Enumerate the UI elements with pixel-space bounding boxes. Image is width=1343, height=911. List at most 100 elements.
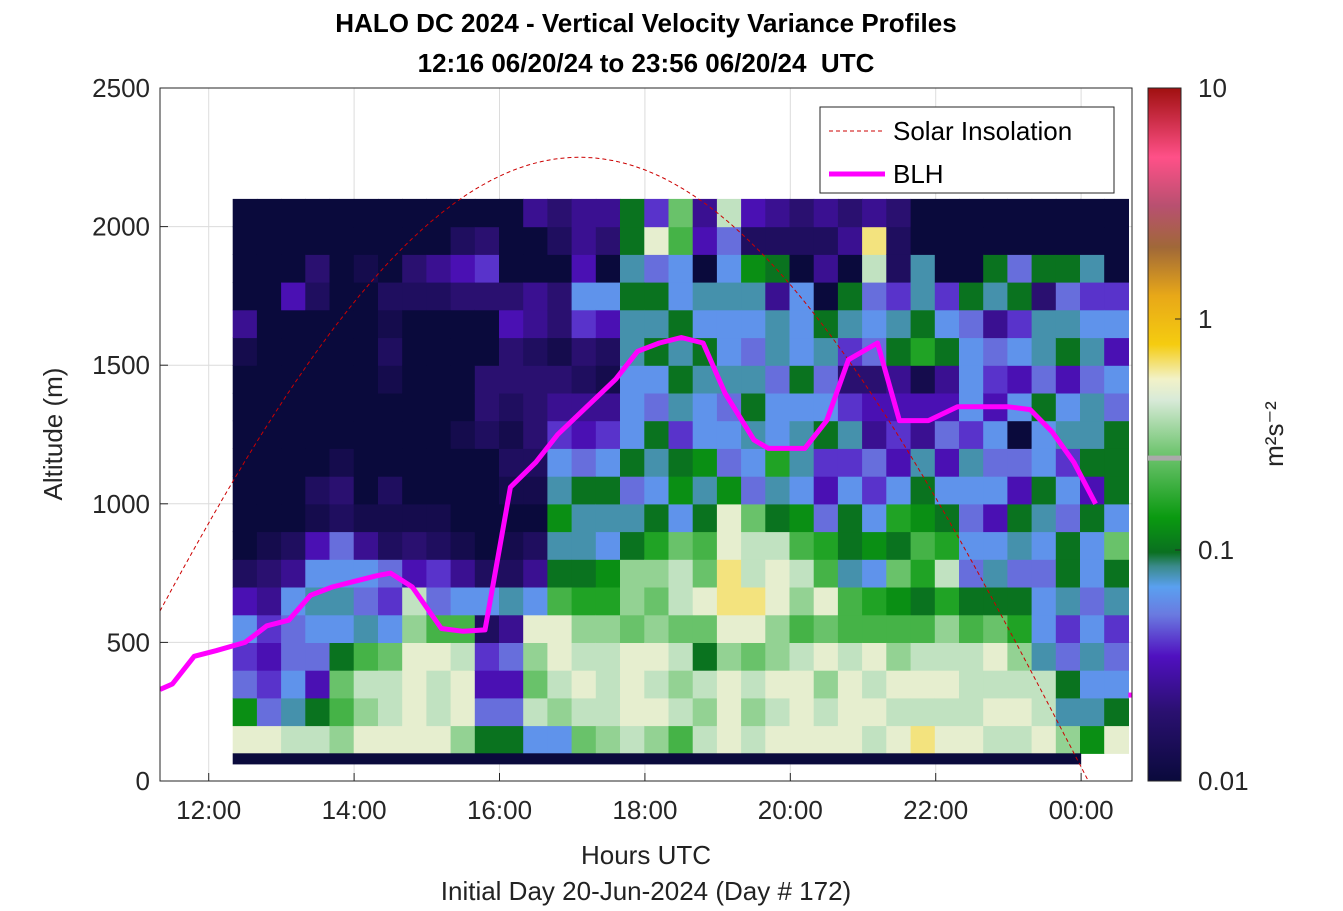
heatmap-cell [1080, 420, 1105, 449]
heatmap-cell [983, 725, 1008, 754]
heatmap-cell [1031, 503, 1057, 533]
heatmap-cell [547, 476, 573, 505]
heatmap-cell [813, 476, 839, 505]
heatmap-cell [765, 531, 791, 560]
heatmap-cell [910, 226, 936, 255]
heatmap-cell [620, 420, 645, 449]
heatmap-cell [1080, 531, 1105, 560]
heatmap-cell [571, 198, 597, 228]
heatmap-cell [305, 670, 331, 699]
heatmap-cell [692, 503, 718, 533]
heatmap-cell [716, 559, 742, 588]
heatmap-cell [620, 282, 645, 311]
heatmap-cell [232, 670, 258, 699]
heatmap-cell [353, 448, 379, 477]
heatmap-cell [765, 309, 791, 339]
heatmap-cell [426, 670, 452, 699]
heatmap-cell [983, 420, 1008, 449]
heatmap-cell [571, 697, 597, 727]
heatmap-cell [499, 670, 524, 699]
heatmap-cell [1031, 697, 1057, 727]
heatmap-cell [426, 725, 452, 754]
heatmap-cell [934, 559, 960, 588]
heatmap-cell [692, 642, 718, 671]
heatmap-cell [281, 476, 306, 505]
heatmap-cell [741, 309, 766, 339]
heatmap-cell [547, 198, 573, 228]
heatmap-cell [595, 587, 621, 616]
heatmap-cell [765, 448, 791, 477]
heatmap-cell [765, 614, 791, 643]
heatmap-cell [765, 226, 791, 255]
heatmap-cell [523, 309, 548, 339]
heatmap-cell [959, 642, 984, 671]
heatmap-cell [256, 448, 282, 477]
heatmap-cell [741, 614, 766, 643]
heatmap-cell [668, 531, 694, 560]
heatmap-cell [353, 531, 379, 560]
heatmap-cell [1104, 503, 1129, 533]
heatmap-cell [813, 226, 839, 255]
heatmap-cell [426, 448, 452, 477]
heatmap-cell [571, 309, 597, 339]
heatmap-cell [934, 198, 960, 228]
heatmap-cell [1104, 531, 1129, 560]
heatmap-cell [547, 226, 573, 255]
heatmap-cell [499, 226, 524, 255]
heatmap-cell [232, 503, 258, 533]
heatmap-cell [837, 282, 863, 311]
heatmap-cell [1055, 282, 1081, 311]
x-tick-label: 18:00 [612, 795, 677, 825]
heatmap-cell [1031, 226, 1057, 255]
heatmap-cell [668, 614, 694, 643]
legend-box [819, 106, 1115, 194]
heatmap-cell [765, 642, 791, 671]
heatmap-cell [1104, 365, 1129, 394]
heatmap-cell [281, 587, 306, 616]
heatmap-cell [1031, 725, 1057, 754]
heatmap-cell [1080, 365, 1105, 394]
heatmap-cell [741, 559, 766, 588]
heatmap-cell [232, 476, 258, 505]
heatmap-cell [499, 254, 524, 283]
x-tick-label: 00:00 [1049, 795, 1114, 825]
heatmap-cell [499, 642, 524, 671]
heatmap-cell [668, 725, 694, 754]
heatmap-cell [1007, 337, 1033, 366]
heatmap-cell [232, 725, 258, 754]
legend-solar-label: Solar Insolation [893, 116, 1072, 146]
colorbar-tick-label: 0.1 [1198, 535, 1234, 565]
heatmap-cell [571, 614, 597, 643]
heatmap-cell [837, 309, 863, 339]
heatmap-cell [329, 503, 355, 533]
heatmap-cell [329, 476, 355, 505]
heatmap-cell [1007, 448, 1033, 477]
heatmap-cell [329, 697, 355, 727]
heatmap-cell [571, 531, 597, 560]
heatmap-cell [668, 254, 694, 283]
heatmap-cell [620, 697, 645, 727]
heatmap-cell [523, 670, 548, 699]
heatmap-cell [886, 531, 912, 560]
heatmap-cell [450, 725, 476, 754]
heatmap-cell [523, 198, 548, 228]
heatmap-cell [1055, 503, 1081, 533]
heatmap-cell [378, 198, 403, 228]
heatmap-cell [668, 309, 694, 339]
heatmap-cell [1055, 337, 1081, 366]
heatmap-cell [499, 309, 524, 339]
heatmap-cell [523, 226, 548, 255]
heatmap-cell [934, 226, 960, 255]
y-tick-label: 0 [136, 766, 150, 796]
plot-frame [159, 87, 1133, 782]
heatmap-cell [741, 198, 766, 228]
heatmap-cell [862, 503, 887, 533]
heatmap-cell [741, 254, 766, 283]
heatmap-cell [741, 531, 766, 560]
heatmap-cell [862, 725, 887, 754]
heatmap-cell [595, 337, 621, 366]
heatmap-cell [595, 670, 621, 699]
heatmap-cell [862, 642, 887, 671]
heatmap-cell [716, 420, 742, 449]
heatmap-cell [1031, 559, 1057, 588]
